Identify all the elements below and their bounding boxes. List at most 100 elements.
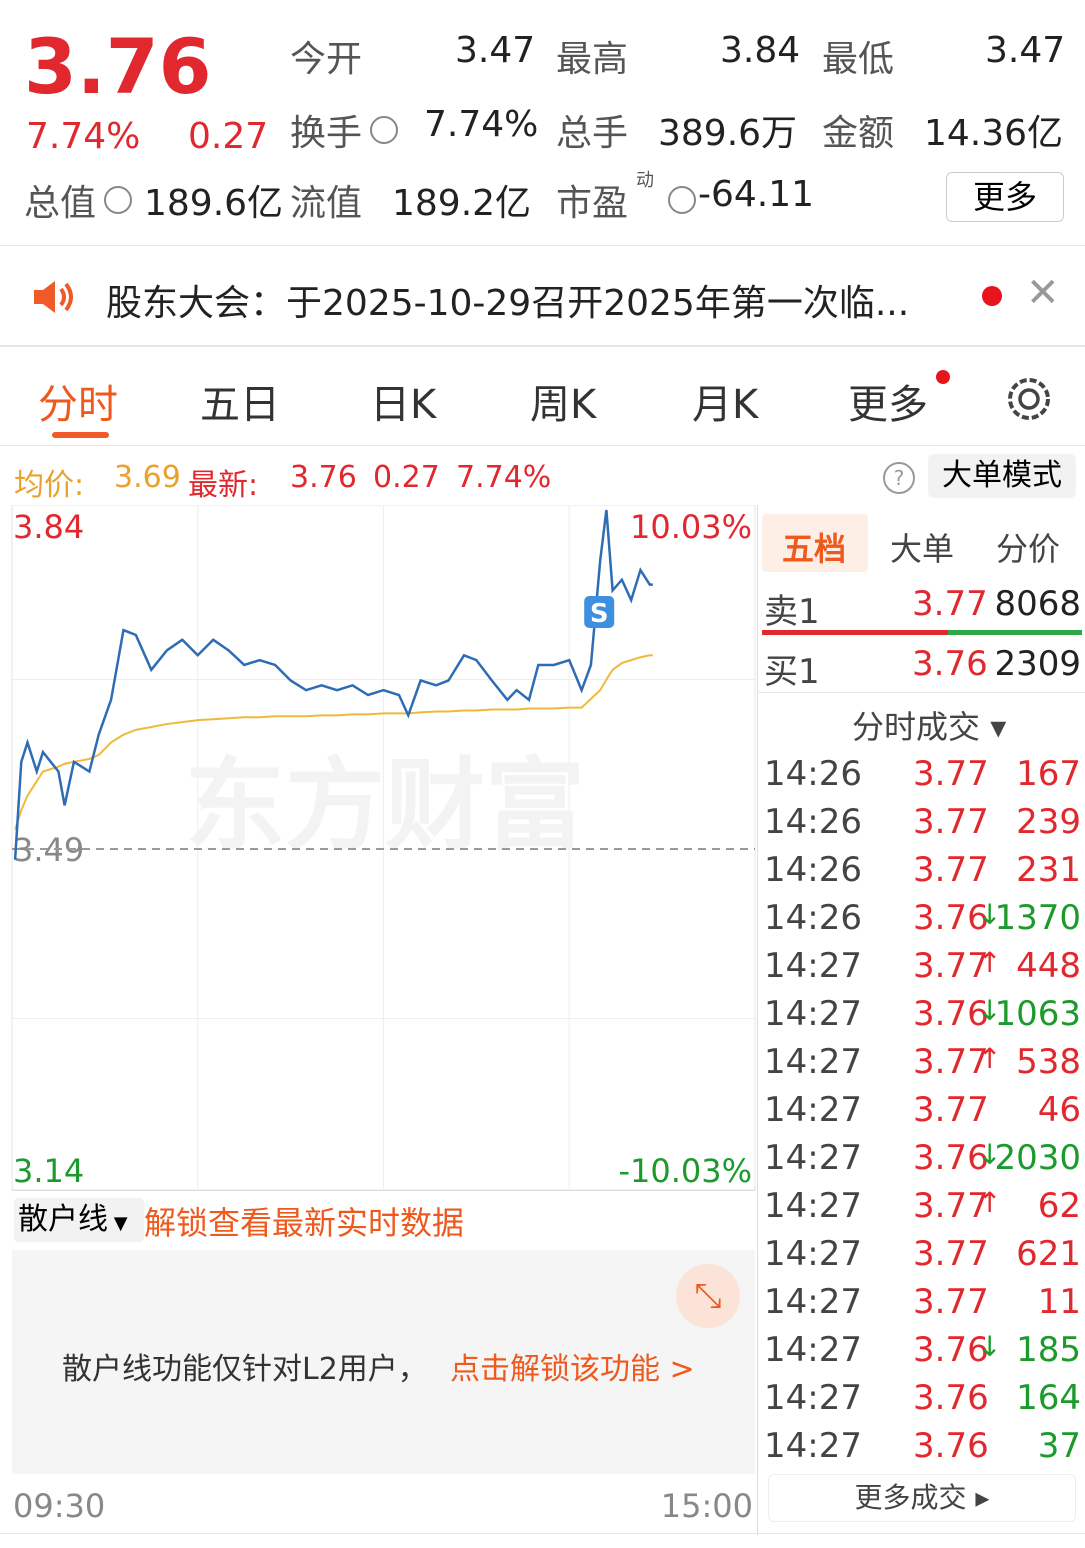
speaker-icon	[34, 281, 73, 313]
notice[interactable]: 股东大会：于2025-10-29召开2025年第一次临...	[106, 283, 910, 324]
trade-time: 14:27	[764, 1090, 862, 1130]
y-tick-label: 3.84	[13, 508, 84, 546]
trade-volume: 46	[1037, 1090, 1081, 1130]
trade-price: 3.76	[913, 994, 989, 1034]
marker-bg	[584, 596, 615, 628]
expand-icon[interactable]: ⤡	[676, 1264, 740, 1328]
tab[interactable]: 周K	[530, 382, 597, 428]
stat-value: 189.6亿	[144, 183, 284, 224]
mode-button[interactable]: 大单模式	[928, 454, 1076, 498]
settings-icon[interactable]	[1004, 374, 1054, 424]
stat-value: -64.11	[698, 174, 815, 215]
locked-panel	[12, 1250, 755, 1474]
active-side-tab	[762, 514, 868, 572]
stat-label: 总值	[24, 183, 97, 224]
trade-arrow: ↑	[978, 946, 1002, 979]
trade-time: 14:26	[764, 850, 862, 890]
stat-value: 7.74%	[424, 104, 539, 145]
red-dot	[982, 286, 1002, 306]
trade-price: 3.76	[913, 1378, 989, 1418]
trade-time: 14:27	[764, 1282, 862, 1322]
stat-value: 3.47	[455, 30, 536, 71]
trade-volume: 538	[1016, 1042, 1081, 1082]
price: 3.76	[24, 22, 212, 111]
trade-volume: 37	[1037, 1426, 1081, 1466]
y-tick-label: 3.14	[13, 1152, 84, 1190]
stat-label: 今开	[290, 39, 363, 80]
info-icon[interactable]	[668, 186, 696, 214]
stat-label: 总手	[556, 113, 629, 154]
trade-volume: 167	[1016, 754, 1081, 794]
trade-arrow: ↓	[978, 994, 1002, 1027]
sell-bar	[762, 630, 948, 635]
trade-time: 14:26	[764, 898, 862, 938]
side-tab[interactable]: 大单	[890, 530, 955, 568]
buy-label: 买1	[764, 652, 820, 692]
trade-price: 3.77	[913, 1282, 989, 1322]
more-button[interactable]: 更多	[946, 172, 1064, 222]
unlock-text[interactable]: 解锁查看最新实时数据	[144, 1204, 465, 1242]
trade-time: 14:27	[764, 1426, 862, 1466]
latest-label: 最新:	[188, 468, 259, 503]
trade-volume: 1063	[994, 994, 1081, 1034]
tab[interactable]: 更多	[848, 382, 928, 428]
trade-time: 14:27	[764, 994, 862, 1034]
change: 0.27	[188, 116, 269, 157]
avg-label: 均价:	[14, 468, 85, 503]
trade-volume: 2030	[994, 1138, 1081, 1178]
side-tab[interactable]: 五档	[782, 530, 847, 568]
stat-value: 14.36亿	[924, 113, 1064, 154]
side-tab[interactable]: 分价	[996, 530, 1061, 568]
red-dot	[936, 370, 950, 384]
price-line	[14, 654, 653, 830]
help-icon[interactable]: ?	[883, 462, 915, 494]
trade-time: 14:27	[764, 946, 862, 986]
trade-time: 14:27	[764, 1378, 862, 1418]
latest: 3.76	[290, 460, 357, 495]
close-icon[interactable]: ✕	[1026, 270, 1060, 316]
y2-tick-label: 10.03%	[630, 508, 752, 546]
tab[interactable]: 五日	[200, 382, 280, 428]
trades-title-text: 分时成交	[852, 708, 981, 746]
latest-pct: 7.74%	[456, 460, 552, 495]
trade-price: 3.76	[913, 1138, 989, 1178]
price-line	[13, 509, 653, 860]
marker: S	[590, 599, 609, 629]
info-icon[interactable]	[370, 116, 398, 144]
trade-volume: 164	[1016, 1378, 1081, 1418]
tab[interactable]: 分时	[38, 382, 118, 428]
trade-price: 3.77	[913, 946, 989, 986]
trade-arrow: ↑	[978, 1186, 1002, 1219]
stat-value: 3.47	[985, 30, 1066, 71]
buy-bar	[948, 630, 1082, 635]
trade-arrow: ↓	[978, 898, 1002, 931]
more-trades[interactable]: 更多成交 ▸	[768, 1474, 1076, 1522]
trade-volume: 239	[1016, 802, 1081, 842]
trade-price: 3.77	[913, 802, 989, 842]
trade-arrow: ↓	[978, 1330, 1002, 1363]
stat-label: 流值	[290, 183, 363, 224]
trade-volume: 11	[1037, 1282, 1081, 1322]
info-icon[interactable]	[104, 186, 132, 214]
sell-label: 卖1	[764, 592, 820, 632]
buy-price: 3.76	[912, 644, 988, 684]
divider	[757, 692, 1085, 693]
trade-arrow: ↓	[978, 1138, 1002, 1171]
trade-time: 14:26	[764, 754, 862, 794]
stat-label: 最高	[556, 39, 629, 80]
change-pct: 7.74%	[26, 116, 141, 157]
tab[interactable]: 日K	[370, 382, 437, 428]
trades-title[interactable]: 分时成交 ▾	[852, 708, 1007, 746]
stat-label: 金额	[822, 113, 895, 154]
stat-label: 换手	[290, 113, 363, 154]
trade-price: 3.76	[913, 1426, 989, 1466]
dropdown-label: 散户线	[18, 1202, 108, 1237]
tab[interactable]: 月K	[692, 382, 759, 428]
divider	[757, 505, 758, 1535]
retail-dropdown[interactable]: 散户线 ▼	[14, 1198, 144, 1242]
unlock-link[interactable]: 点击解锁该功能 >	[450, 1352, 695, 1387]
trade-price: 3.77	[913, 850, 989, 890]
y2-tick-label: -10.03%	[618, 1152, 752, 1190]
